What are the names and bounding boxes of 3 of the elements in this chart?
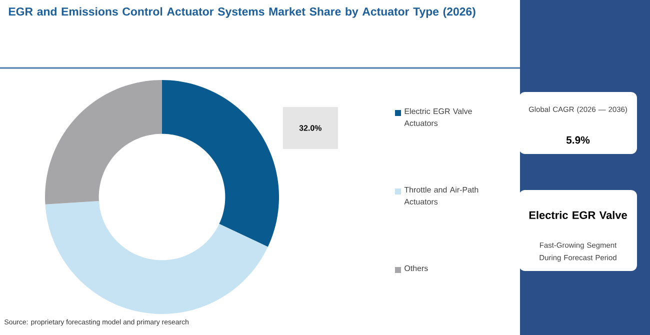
- chart-title: EGR and Emissions Control Actuator Systems Market Share by Actuator Type (2026): [8, 7, 476, 18]
- text: Electric EGR Valve: [529, 210, 627, 220]
- text: 5.9%: [566, 136, 590, 144]
